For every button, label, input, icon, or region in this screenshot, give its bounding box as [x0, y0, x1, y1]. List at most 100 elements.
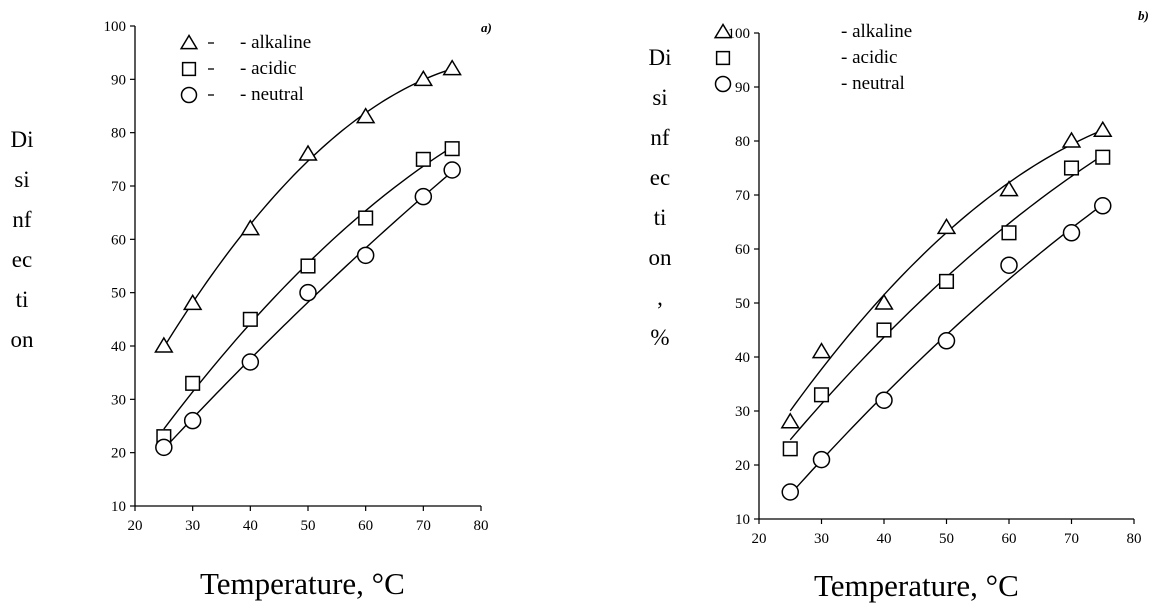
data-point-square: [938, 273, 955, 289]
data-point-circle: [875, 391, 893, 409]
legend-label: - alkaline: [240, 32, 311, 53]
y-axis-label-line: nf: [650, 125, 670, 150]
data-point-circle: [1000, 256, 1018, 274]
data-point-circle: [299, 283, 317, 302]
data-point-triangle: [1093, 120, 1113, 137]
data-point-triangle: [811, 342, 832, 359]
data-point-triangle: [442, 59, 462, 76]
data-point-circle: [356, 246, 375, 265]
y-tick-label: 50: [735, 296, 750, 312]
chart-panel-b: Di si nf ec ti on,% 10 20 30 40 50 60 70 80 90 100 20 30…: [581, 0, 1162, 610]
y-tick-label: 10: [111, 499, 126, 515]
y-tick-label: 80: [111, 126, 126, 142]
x-tick-label: 60: [1002, 531, 1017, 547]
data-point-square: [242, 311, 258, 327]
legend-square-icon: [715, 50, 731, 66]
y-tick-label: 90: [735, 80, 750, 96]
y-axis-label-line: nf: [12, 207, 32, 232]
data-point-triangle: [182, 293, 203, 311]
data-point-triangle: [936, 217, 957, 235]
data-point-circle: [937, 332, 956, 350]
y-axis-label-line: Di: [10, 127, 34, 152]
x-tick-label: 60: [358, 518, 373, 534]
y-tick-label: 60: [735, 242, 750, 258]
y-tick-label: 70: [111, 179, 126, 195]
data-point-circle: [155, 438, 173, 457]
legend-label: - neutral: [841, 73, 905, 94]
y-axis-label: Di si nf ec ti on: [2, 120, 42, 360]
y-axis-label-line: si: [652, 85, 668, 110]
series-fit-line: [789, 129, 1104, 412]
x-tick-label: 20: [128, 518, 143, 534]
data-point-circle: [443, 161, 461, 179]
y-axis-label-line: ti: [653, 205, 667, 230]
y-axis-label-line: %: [650, 325, 670, 350]
data-point-circle: [183, 411, 202, 430]
legend-triangle-icon: [179, 34, 199, 50]
y-tick-label: 30: [735, 404, 750, 420]
panel-label: b): [1138, 8, 1149, 23]
data-point-circle: [241, 353, 260, 371]
y-tick-label: 20: [111, 446, 126, 462]
x-tick-label: 80: [1127, 531, 1142, 547]
data-point-triangle: [780, 412, 800, 429]
data-point-triangle: [874, 293, 894, 310]
x-axis-label: Temperature, °C: [814, 568, 1019, 603]
data-point-circle: [812, 450, 831, 469]
y-tick-label: 80: [735, 134, 750, 150]
y-axis-label-line: on: [648, 245, 672, 270]
legend-circle-icon: [180, 86, 198, 104]
y-axis-label-line: ec: [11, 247, 33, 272]
y-axis-label: Di si nf ec ti on,%: [640, 38, 680, 358]
x-tick-label: 50: [939, 531, 954, 547]
y-axis-label-line: si: [14, 167, 30, 192]
data-point-square: [358, 210, 374, 226]
x-tick-label: 50: [301, 518, 316, 534]
x-tick-label: 80: [474, 518, 489, 534]
data-point-square: [1063, 160, 1080, 176]
panel-label: a): [481, 20, 492, 35]
data-point-circle: [414, 187, 433, 206]
chart-panel-a: Di si nf ec ti on 10 20 30 40 50 60 70 80 90 100 20 30 40…: [0, 0, 581, 610]
data-point-triangle: [413, 69, 434, 87]
y-tick-label: 100: [104, 19, 127, 35]
y-tick-label: 100: [728, 26, 751, 42]
legend-square-icon: [181, 61, 197, 77]
data-point-triangle: [1061, 131, 1082, 148]
legend-label: - alkaline: [841, 21, 912, 42]
y-tick-label: 20: [735, 458, 750, 474]
x-tick-label: 30: [185, 518, 200, 534]
x-tick-label: 40: [877, 531, 892, 547]
data-point-triangle: [154, 336, 174, 353]
y-axis-label-line: ti: [15, 287, 29, 312]
x-tick-label: 40: [243, 518, 258, 534]
y-axis-label-line: ec: [649, 165, 671, 190]
data-point-square: [1001, 225, 1017, 241]
x-tick-label: 30: [814, 531, 829, 547]
x-tick-label: 20: [752, 531, 767, 547]
y-axis-label-line: Di: [648, 45, 672, 70]
data-point-circle: [1094, 197, 1112, 215]
data-point-square: [415, 151, 431, 167]
legend-label: - acidic: [240, 58, 296, 79]
data-point-square: [876, 322, 892, 338]
legend-label: - acidic: [841, 47, 897, 68]
data-point-square: [813, 387, 830, 403]
legend-circle-icon: [714, 75, 732, 93]
series-fit-line: [163, 68, 453, 348]
y-axis-label-line: on: [10, 327, 34, 352]
data-point-triangle: [240, 219, 261, 236]
y-tick-label: 60: [111, 232, 126, 248]
series-fit-line: [789, 154, 1104, 441]
y-axis-label-line: ,: [657, 285, 663, 310]
data-point-triangle: [355, 107, 376, 124]
y-tick-label: 90: [111, 72, 126, 88]
y-tick-label: 40: [735, 350, 750, 366]
series-fit-line: [163, 171, 453, 450]
x-axis-label: Temperature, °C: [200, 566, 405, 601]
y-tick-label: 70: [735, 188, 750, 204]
data-point-circle: [781, 483, 799, 501]
y-tick-label: 30: [111, 392, 126, 408]
